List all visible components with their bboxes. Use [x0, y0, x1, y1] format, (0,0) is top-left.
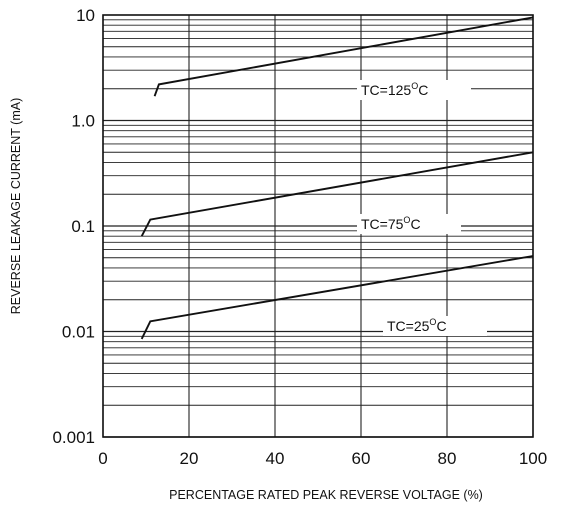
curve-label-sup: O: [403, 215, 410, 225]
tick-labels: 0 20 40 60 80 100 0.001 0.01 0.1 1.0 10: [52, 6, 547, 468]
x-axis-title: PERCENTAGE RATED PEAK REVERSE VOLTAGE (%…: [169, 488, 483, 502]
curve-label-bg: [357, 214, 461, 234]
x-tick-label: 40: [266, 449, 285, 468]
x-tick-label: 0: [98, 449, 107, 468]
curve-label-suffix: C: [418, 82, 428, 98]
curve-label-sup: O: [411, 81, 418, 91]
curve-label-2: TC=25OC: [387, 317, 447, 334]
curve-label-bg: [383, 316, 487, 336]
series-lines: [140, 16, 534, 340]
y-tick-label: 0.1: [71, 217, 95, 236]
curve-label-suffix: C: [436, 318, 446, 334]
y-axis-title: REVERSE LEAKAGE CURRENT (mA): [9, 98, 23, 314]
curve-label-prefix: TC=75: [361, 216, 404, 232]
curve-label-sup: O: [429, 317, 436, 327]
curve-label-0: TC=125OC: [361, 81, 428, 98]
y-tick-label: 0.01: [62, 323, 95, 342]
curve-label-suffix: C: [410, 216, 420, 232]
y-tick-label: 0.001: [52, 428, 95, 447]
curve-label-prefix: TC=25: [387, 318, 430, 334]
x-tick-label: 80: [438, 449, 457, 468]
series-line-0: [153, 16, 534, 97]
series-line-2: [140, 255, 534, 340]
x-tick-label: 20: [180, 449, 199, 468]
y-tick-label: 10: [76, 6, 95, 25]
x-tick-label: 100: [519, 449, 547, 468]
series-line-1: [140, 151, 534, 237]
y-tick-label: 1.0: [71, 112, 95, 131]
grid: [102, 15, 534, 438]
curve-label-1: TC=75OC: [361, 215, 421, 232]
curve-label-bg: [357, 80, 471, 100]
plot-frame: [102, 14, 534, 438]
x-tick-label: 60: [352, 449, 371, 468]
curve-label-prefix: TC=125: [361, 82, 411, 98]
